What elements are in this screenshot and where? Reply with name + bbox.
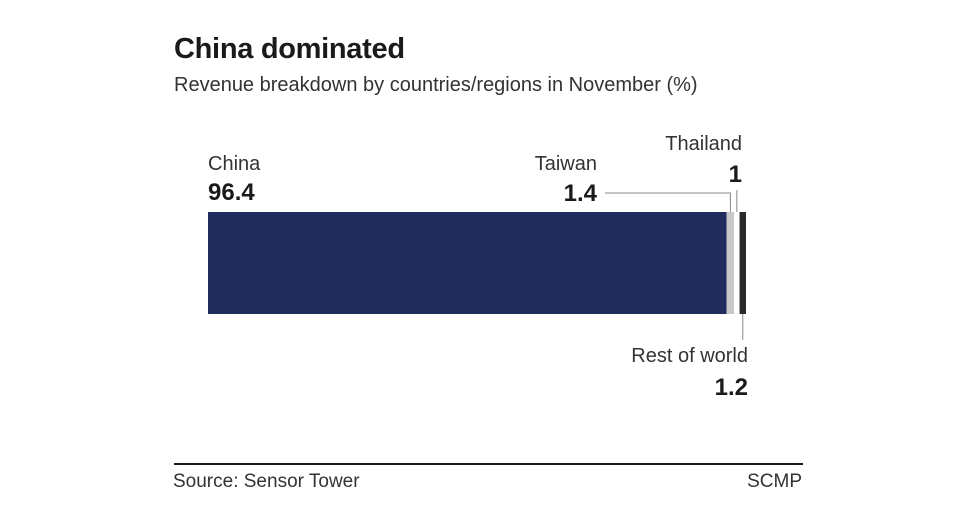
- segment-label-rest-of-world: Rest of world: [631, 345, 748, 367]
- footer-rule: [174, 463, 803, 465]
- segment-label-thailand: Thailand: [665, 133, 742, 155]
- bar-segment-taiwan: [726, 212, 735, 314]
- bar-segment-thailand: [734, 212, 740, 314]
- chart-subtitle: Revenue breakdown by countries/regions i…: [174, 74, 698, 96]
- bar-segment-china: [208, 212, 727, 314]
- segment-labels: China 96.4 Taiwan 1.4 Thailand 1 Rest of world…: [208, 133, 748, 401]
- segment-value-thailand: 1: [729, 161, 742, 188]
- segment-label-china: China: [208, 153, 261, 175]
- leader-lines: [605, 190, 744, 340]
- segment-value-china: 96.4: [208, 179, 255, 206]
- segment-value-rest-of-world: 1.2: [715, 374, 748, 401]
- source-note: Source: Sensor Tower: [173, 471, 360, 492]
- bar-segments: [208, 212, 746, 314]
- chart-title: China dominated: [174, 33, 405, 65]
- bar-segment-rest-of-world: [739, 212, 746, 314]
- segment-value-taiwan: 1.4: [564, 180, 598, 207]
- segment-label-taiwan: Taiwan: [535, 153, 597, 175]
- leader-line-taiwan: [605, 192, 731, 212]
- publisher-brand: SCMP: [747, 471, 802, 492]
